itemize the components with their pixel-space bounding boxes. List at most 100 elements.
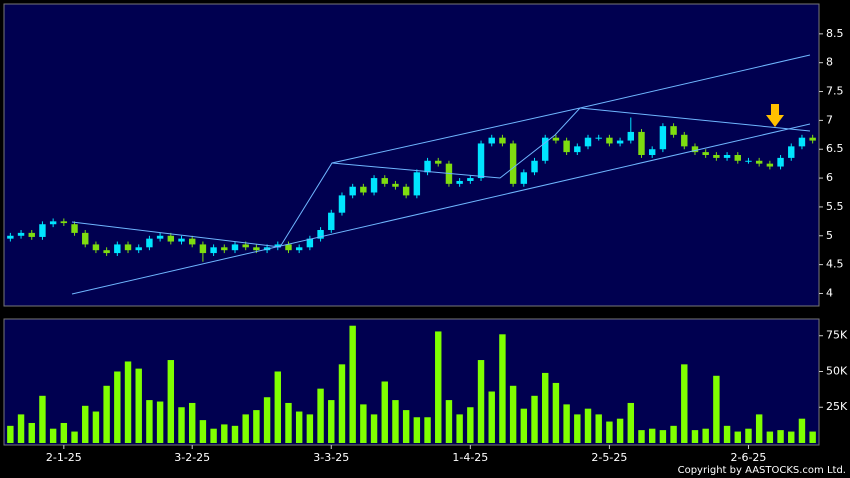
candle-body: [552, 137, 560, 141]
arrow-marker: [766, 104, 784, 127]
candle-body: [435, 160, 442, 164]
volume-bar: [285, 402, 292, 443]
volume-bar: [71, 431, 78, 443]
candle-body: [381, 178, 388, 184]
candle-body: [584, 137, 592, 147]
volume-bar: [477, 360, 485, 443]
candle-body: [92, 244, 100, 251]
candle-body: [360, 186, 367, 193]
candle-body: [798, 137, 806, 147]
candle-body: [146, 238, 153, 248]
volume-bar: [467, 407, 474, 443]
candle-body: [659, 126, 667, 150]
candle-body: [456, 180, 463, 184]
volume-bar: [60, 422, 68, 443]
y-tick-label: 8: [826, 56, 833, 69]
x-tick-label: 3-2-25: [174, 451, 210, 464]
volume-bar: [520, 408, 528, 443]
candle-body: [424, 160, 431, 173]
copyright: Copyright by AASTOCKS.com Ltd.: [678, 465, 846, 476]
volume-bar: [734, 431, 741, 443]
volume-bar: [221, 424, 228, 443]
volume-bar: [798, 418, 806, 443]
volume-bar: [135, 368, 142, 443]
volume-bar: [627, 402, 635, 443]
volume-bar: [199, 420, 207, 443]
y-tick-label: 8.5: [826, 27, 844, 40]
candle-body: [103, 250, 110, 254]
candle-body: [28, 232, 35, 237]
candle-body: [755, 160, 763, 164]
mid-channel: [331, 107, 581, 179]
candle-body: [766, 163, 774, 167]
volume-bar: [659, 430, 667, 443]
volume-bar: [563, 404, 570, 443]
volume-bar: [210, 428, 217, 443]
volume-bar: [39, 395, 46, 443]
candle-body: [702, 152, 709, 155]
volume-bar: [295, 411, 303, 443]
candle-body: [17, 232, 25, 236]
resistance-line: [579, 107, 811, 132]
volume-bar: [670, 425, 677, 443]
candle-body: [7, 235, 14, 239]
x-tick-label: 2-6-25: [730, 451, 766, 464]
volume-bar: [28, 422, 35, 443]
candle-body: [199, 244, 207, 254]
candle-body: [392, 183, 399, 187]
x-tick-label: 1-4-25: [452, 451, 488, 464]
volume-bar: [691, 430, 699, 443]
candle-body: [285, 244, 292, 251]
candle-body: [242, 244, 249, 248]
candle-body: [509, 143, 517, 184]
candle-body: [499, 137, 506, 144]
candle-body: [114, 244, 121, 254]
volume-bar: [328, 400, 335, 443]
volume-bar: [584, 408, 592, 443]
price-panel: [3, 3, 820, 307]
candle-body: [713, 155, 720, 158]
volume-bar: [178, 407, 185, 443]
volume-bar: [745, 428, 752, 443]
candle-body: [477, 143, 485, 179]
volume-bar: [456, 414, 463, 443]
y-tick-label: 4.5: [826, 258, 844, 271]
candle-body: [306, 238, 314, 248]
volume-bar: [242, 414, 249, 443]
candle-body: [542, 137, 549, 161]
volume-bar: [92, 411, 100, 443]
candle-body: [627, 131, 635, 141]
volume-bar: [392, 400, 399, 443]
y-tick-label: 7.5: [826, 85, 844, 98]
candle-body: [745, 160, 752, 162]
volume-bar: [7, 425, 14, 443]
y-tick-label: 7: [826, 113, 833, 126]
volume-bar: [648, 428, 656, 443]
candle-body: [338, 195, 346, 213]
volume-bar: [713, 375, 720, 443]
candle-body: [488, 137, 495, 144]
candle-body: [595, 137, 602, 139]
candle-body: [606, 137, 613, 144]
lower-channel: [71, 123, 811, 295]
volume-bar: [274, 371, 281, 443]
candle-body: [60, 221, 68, 224]
volume-bar: [638, 430, 645, 443]
y-tick-label: 4: [826, 286, 833, 299]
volume-bar: [188, 402, 196, 443]
y-tick-label: 6: [826, 171, 833, 184]
candle-body: [734, 155, 741, 161]
candle-body: [82, 232, 89, 245]
volume-bar: [146, 400, 153, 443]
volume-bar: [809, 431, 816, 443]
volume-bar: [349, 325, 356, 443]
candle-body: [402, 186, 410, 196]
volume-bar: [488, 391, 495, 443]
candle-body: [616, 140, 624, 144]
volume-bar: [681, 364, 688, 443]
volume-bar: [114, 371, 121, 443]
trend-lines: [71, 54, 811, 295]
candle-body: [723, 155, 731, 158]
candle-body: [178, 238, 185, 242]
candle-body: [188, 238, 196, 245]
